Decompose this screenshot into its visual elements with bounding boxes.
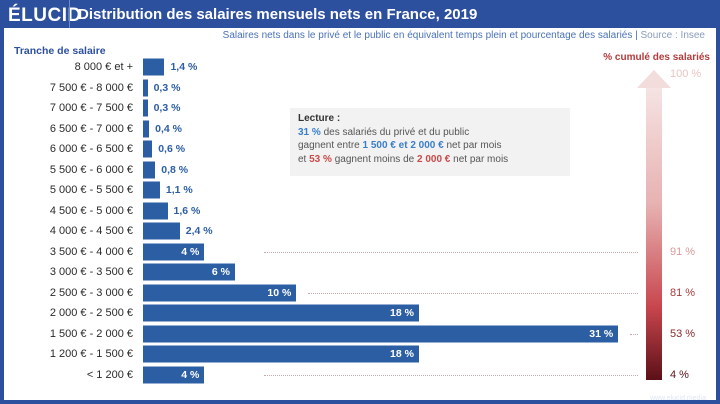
category-label: 7 500 € - 8 000 € <box>49 81 133 94</box>
bar <box>143 140 153 158</box>
cumulative-label: 53 % <box>670 327 696 340</box>
bar <box>143 325 619 343</box>
bar <box>143 79 148 97</box>
category-label: 7 000 € - 7 500 € <box>49 102 133 115</box>
bar-value-label: 6 % <box>211 266 230 279</box>
bar-value-label: 0,6 % <box>158 143 186 156</box>
bar <box>143 120 150 138</box>
header-divider <box>69 0 70 28</box>
note-value: 2 000 € <box>416 153 451 165</box>
subtitle-text: Salaires nets dans le privé et le public… <box>222 30 633 41</box>
category-label: 4 500 € - 5 000 € <box>49 204 133 217</box>
note-text: net par mois <box>450 153 509 165</box>
elucid-logo: ÉLUCID <box>8 5 82 26</box>
category-label: 1 500 € - 2 000 € <box>49 327 133 340</box>
bar <box>143 304 419 322</box>
note-value: 53 % <box>309 153 332 165</box>
category-label: 3 500 € - 4 000 € <box>49 245 133 258</box>
category-label: 6 000 € - 6 500 € <box>49 143 133 156</box>
chart-title: Distribution des salaires mensuels nets … <box>78 6 478 23</box>
cumulative-label: 4 % <box>670 368 689 381</box>
bar <box>143 58 165 76</box>
bar <box>143 181 160 199</box>
bar-value-label: 18 % <box>390 307 414 320</box>
bar <box>143 263 235 281</box>
category-label: 2 000 € - 2 500 € <box>49 307 133 320</box>
bar-value-label: 0,3 % <box>153 81 181 94</box>
reading-note: Lecture : 31 % des salariés du privé et … <box>290 108 570 176</box>
cumulative-guide-line <box>264 374 638 376</box>
y-axis-title: Tranche de salaire <box>14 45 106 57</box>
bar <box>143 345 419 363</box>
bar-value-label: 4 % <box>181 368 200 381</box>
bar-value-label: 18 % <box>390 348 414 361</box>
cumulative-guide-line <box>264 251 638 253</box>
cumulative-guide-line <box>308 292 638 294</box>
category-label: < 1 200 € <box>86 368 133 381</box>
category-label: 1 200 € - 1 500 € <box>49 348 133 361</box>
cumulative-label: 81 % <box>670 286 696 299</box>
bar <box>143 202 168 220</box>
bar-value-label: 31 % <box>589 327 614 340</box>
category-label: 2 500 € - 3 000 € <box>49 286 133 299</box>
bar-value-label: 1,6 % <box>173 204 201 217</box>
cumulative-top-label: 100 % <box>670 68 702 80</box>
category-label: 4 000 € - 4 500 € <box>49 225 133 238</box>
bar <box>143 366 205 384</box>
source: Source : Insee <box>640 30 705 41</box>
reading-note-title: Lecture : <box>298 113 341 124</box>
category-label: 3 000 € - 3 500 € <box>49 266 133 279</box>
category-label: 5 000 € - 5 500 € <box>49 184 133 197</box>
note-text: des salariés du privé et du public <box>320 126 470 138</box>
bar <box>143 161 156 179</box>
bar <box>143 284 297 302</box>
chart-subtitle: Salaires nets dans le privé et le public… <box>222 30 705 41</box>
note-text: gagnent entre <box>298 140 363 151</box>
cumulative-title: % cumulé des salariés <box>603 52 710 63</box>
category-label: 6 500 € - 7 000 € <box>49 122 133 135</box>
bar-value-label: 0,3 % <box>153 102 181 115</box>
bar <box>143 243 205 261</box>
footer-url: www.elucid.media <box>649 395 706 402</box>
category-label: 5 500 € - 6 000 € <box>49 163 133 176</box>
bar <box>143 99 148 117</box>
note-text: et <box>298 153 310 165</box>
note-value: 31 % <box>298 126 321 138</box>
bar-value-label: 0,4 % <box>155 122 182 135</box>
bar <box>143 222 180 240</box>
cumulative-label: 91 % <box>670 245 696 258</box>
bar-value-label: 10 % <box>267 286 292 299</box>
note-text: gagnent moins de <box>331 153 417 165</box>
arrow-head-icon <box>637 70 671 88</box>
cumulative-arrow <box>646 88 662 380</box>
note-text: net par mois <box>443 140 502 151</box>
note-value: 1 500 € et 2 000 € <box>362 140 444 151</box>
bar-value-label: 4 % <box>181 245 200 258</box>
bar-value-label: 1,1 % <box>165 184 193 197</box>
bar-value-label: 2,4 % <box>185 225 213 238</box>
category-label: 8 000 € et + <box>74 61 133 73</box>
bar-value-label: 1,4 % <box>170 61 198 73</box>
cumulative-guide-line <box>630 333 638 335</box>
bar-value-label: 0,8 % <box>161 163 189 176</box>
